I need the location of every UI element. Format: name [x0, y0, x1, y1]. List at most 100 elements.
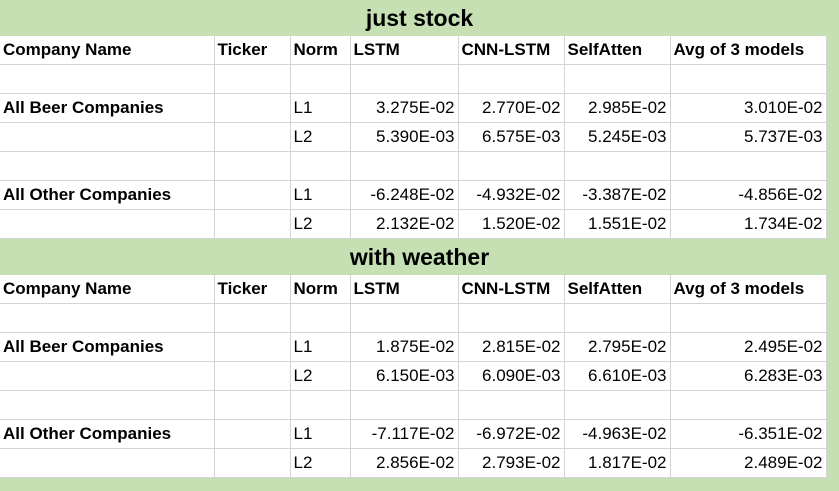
self-cell[interactable]: 6.610E-03: [564, 361, 671, 391]
cnn-cell[interactable]: 6.575E-03: [458, 122, 565, 152]
data-table: Company Name Ticker Norm LSTM CNN-LSTM SelfAt…: [0, 36, 827, 239]
empty-cell[interactable]: [290, 151, 351, 181]
column-header[interactable]: Avg of 3 models: [670, 36, 827, 65]
ticker-cell[interactable]: [214, 122, 291, 152]
column-header[interactable]: SelfAtten: [564, 275, 671, 304]
norm-cell[interactable]: L1: [290, 180, 351, 210]
company-name-cell[interactable]: [0, 122, 215, 152]
norm-cell[interactable]: L2: [290, 361, 351, 391]
empty-cell[interactable]: [350, 390, 459, 420]
empty-cell[interactable]: [214, 151, 291, 181]
company-name-cell[interactable]: All Other Companies: [0, 419, 215, 449]
ticker-cell[interactable]: [214, 332, 291, 362]
cnn-cell[interactable]: 2.815E-02: [458, 332, 565, 362]
self-cell[interactable]: -3.387E-02: [564, 180, 671, 210]
column-header[interactable]: CNN-LSTM: [458, 36, 565, 65]
empty-cell[interactable]: [0, 303, 215, 333]
lstm-cell[interactable]: 2.856E-02: [350, 448, 459, 478]
column-header[interactable]: SelfAtten: [564, 36, 671, 65]
column-header[interactable]: Norm: [290, 275, 351, 304]
empty-cell[interactable]: [458, 303, 565, 333]
avg-cell[interactable]: 2.489E-02: [670, 448, 827, 478]
lstm-cell[interactable]: 6.150E-03: [350, 361, 459, 391]
column-header[interactable]: Company Name: [0, 36, 215, 65]
empty-cell[interactable]: [350, 303, 459, 333]
norm-cell[interactable]: L2: [290, 122, 351, 152]
empty-cell[interactable]: [564, 64, 671, 94]
norm-cell[interactable]: L2: [290, 448, 351, 478]
company-name-cell[interactable]: [0, 361, 215, 391]
avg-cell[interactable]: 1.734E-02: [670, 209, 827, 239]
avg-cell[interactable]: 5.737E-03: [670, 122, 827, 152]
empty-cell[interactable]: [0, 151, 215, 181]
empty-cell[interactable]: [670, 151, 827, 181]
empty-cell[interactable]: [350, 64, 459, 94]
empty-cell[interactable]: [670, 390, 827, 420]
empty-cell[interactable]: [458, 390, 565, 420]
self-cell[interactable]: 2.795E-02: [564, 332, 671, 362]
column-header[interactable]: Avg of 3 models: [670, 275, 827, 304]
avg-cell[interactable]: -6.351E-02: [670, 419, 827, 449]
ticker-cell[interactable]: [214, 93, 291, 123]
empty-cell[interactable]: [0, 390, 215, 420]
company-name-cell[interactable]: All Beer Companies: [0, 93, 215, 123]
ticker-cell[interactable]: [214, 361, 291, 391]
cnn-cell[interactable]: 6.090E-03: [458, 361, 565, 391]
norm-cell[interactable]: L1: [290, 419, 351, 449]
cnn-cell[interactable]: 2.793E-02: [458, 448, 565, 478]
empty-cell[interactable]: [350, 151, 459, 181]
avg-cell[interactable]: 3.010E-02: [670, 93, 827, 123]
empty-cell[interactable]: [214, 303, 291, 333]
empty-cell[interactable]: [458, 151, 565, 181]
empty-cell[interactable]: [564, 390, 671, 420]
column-header[interactable]: CNN-LSTM: [458, 275, 565, 304]
empty-cell[interactable]: [214, 64, 291, 94]
empty-cell[interactable]: [670, 303, 827, 333]
lstm-cell[interactable]: -7.117E-02: [350, 419, 459, 449]
column-header[interactable]: Norm: [290, 36, 351, 65]
empty-cell[interactable]: [0, 64, 215, 94]
empty-cell[interactable]: [564, 303, 671, 333]
column-header[interactable]: LSTM: [350, 36, 459, 65]
empty-cell[interactable]: [214, 390, 291, 420]
company-name-cell[interactable]: All Other Companies: [0, 180, 215, 210]
company-name-cell[interactable]: All Beer Companies: [0, 332, 215, 362]
column-header[interactable]: Ticker: [214, 36, 291, 65]
cnn-cell[interactable]: 1.520E-02: [458, 209, 565, 239]
avg-cell[interactable]: -4.856E-02: [670, 180, 827, 210]
lstm-cell[interactable]: 3.275E-02: [350, 93, 459, 123]
company-name-cell[interactable]: [0, 448, 215, 478]
ticker-cell[interactable]: [214, 180, 291, 210]
table-row: All Beer Companies L1 1.875E-02 2.815E-02 2.…: [0, 332, 827, 362]
column-header[interactable]: Company Name: [0, 275, 215, 304]
norm-cell[interactable]: L1: [290, 332, 351, 362]
empty-cell[interactable]: [290, 64, 351, 94]
self-cell[interactable]: 2.985E-02: [564, 93, 671, 123]
ticker-cell[interactable]: [214, 419, 291, 449]
empty-cell[interactable]: [564, 151, 671, 181]
lstm-cell[interactable]: 2.132E-02: [350, 209, 459, 239]
lstm-cell[interactable]: -6.248E-02: [350, 180, 459, 210]
ticker-cell[interactable]: [214, 209, 291, 239]
lstm-cell[interactable]: 1.875E-02: [350, 332, 459, 362]
self-cell[interactable]: 1.817E-02: [564, 448, 671, 478]
column-header[interactable]: Ticker: [214, 275, 291, 304]
empty-cell[interactable]: [670, 64, 827, 94]
cnn-cell[interactable]: -4.932E-02: [458, 180, 565, 210]
cnn-cell[interactable]: -6.972E-02: [458, 419, 565, 449]
column-header[interactable]: LSTM: [350, 275, 459, 304]
empty-cell[interactable]: [290, 303, 351, 333]
self-cell[interactable]: 5.245E-03: [564, 122, 671, 152]
ticker-cell[interactable]: [214, 448, 291, 478]
avg-cell[interactable]: 6.283E-03: [670, 361, 827, 391]
company-name-cell[interactable]: [0, 209, 215, 239]
norm-cell[interactable]: L2: [290, 209, 351, 239]
empty-cell[interactable]: [458, 64, 565, 94]
self-cell[interactable]: -4.963E-02: [564, 419, 671, 449]
cnn-cell[interactable]: 2.770E-02: [458, 93, 565, 123]
norm-cell[interactable]: L1: [290, 93, 351, 123]
empty-cell[interactable]: [290, 390, 351, 420]
avg-cell[interactable]: 2.495E-02: [670, 332, 827, 362]
self-cell[interactable]: 1.551E-02: [564, 209, 671, 239]
lstm-cell[interactable]: 5.390E-03: [350, 122, 459, 152]
